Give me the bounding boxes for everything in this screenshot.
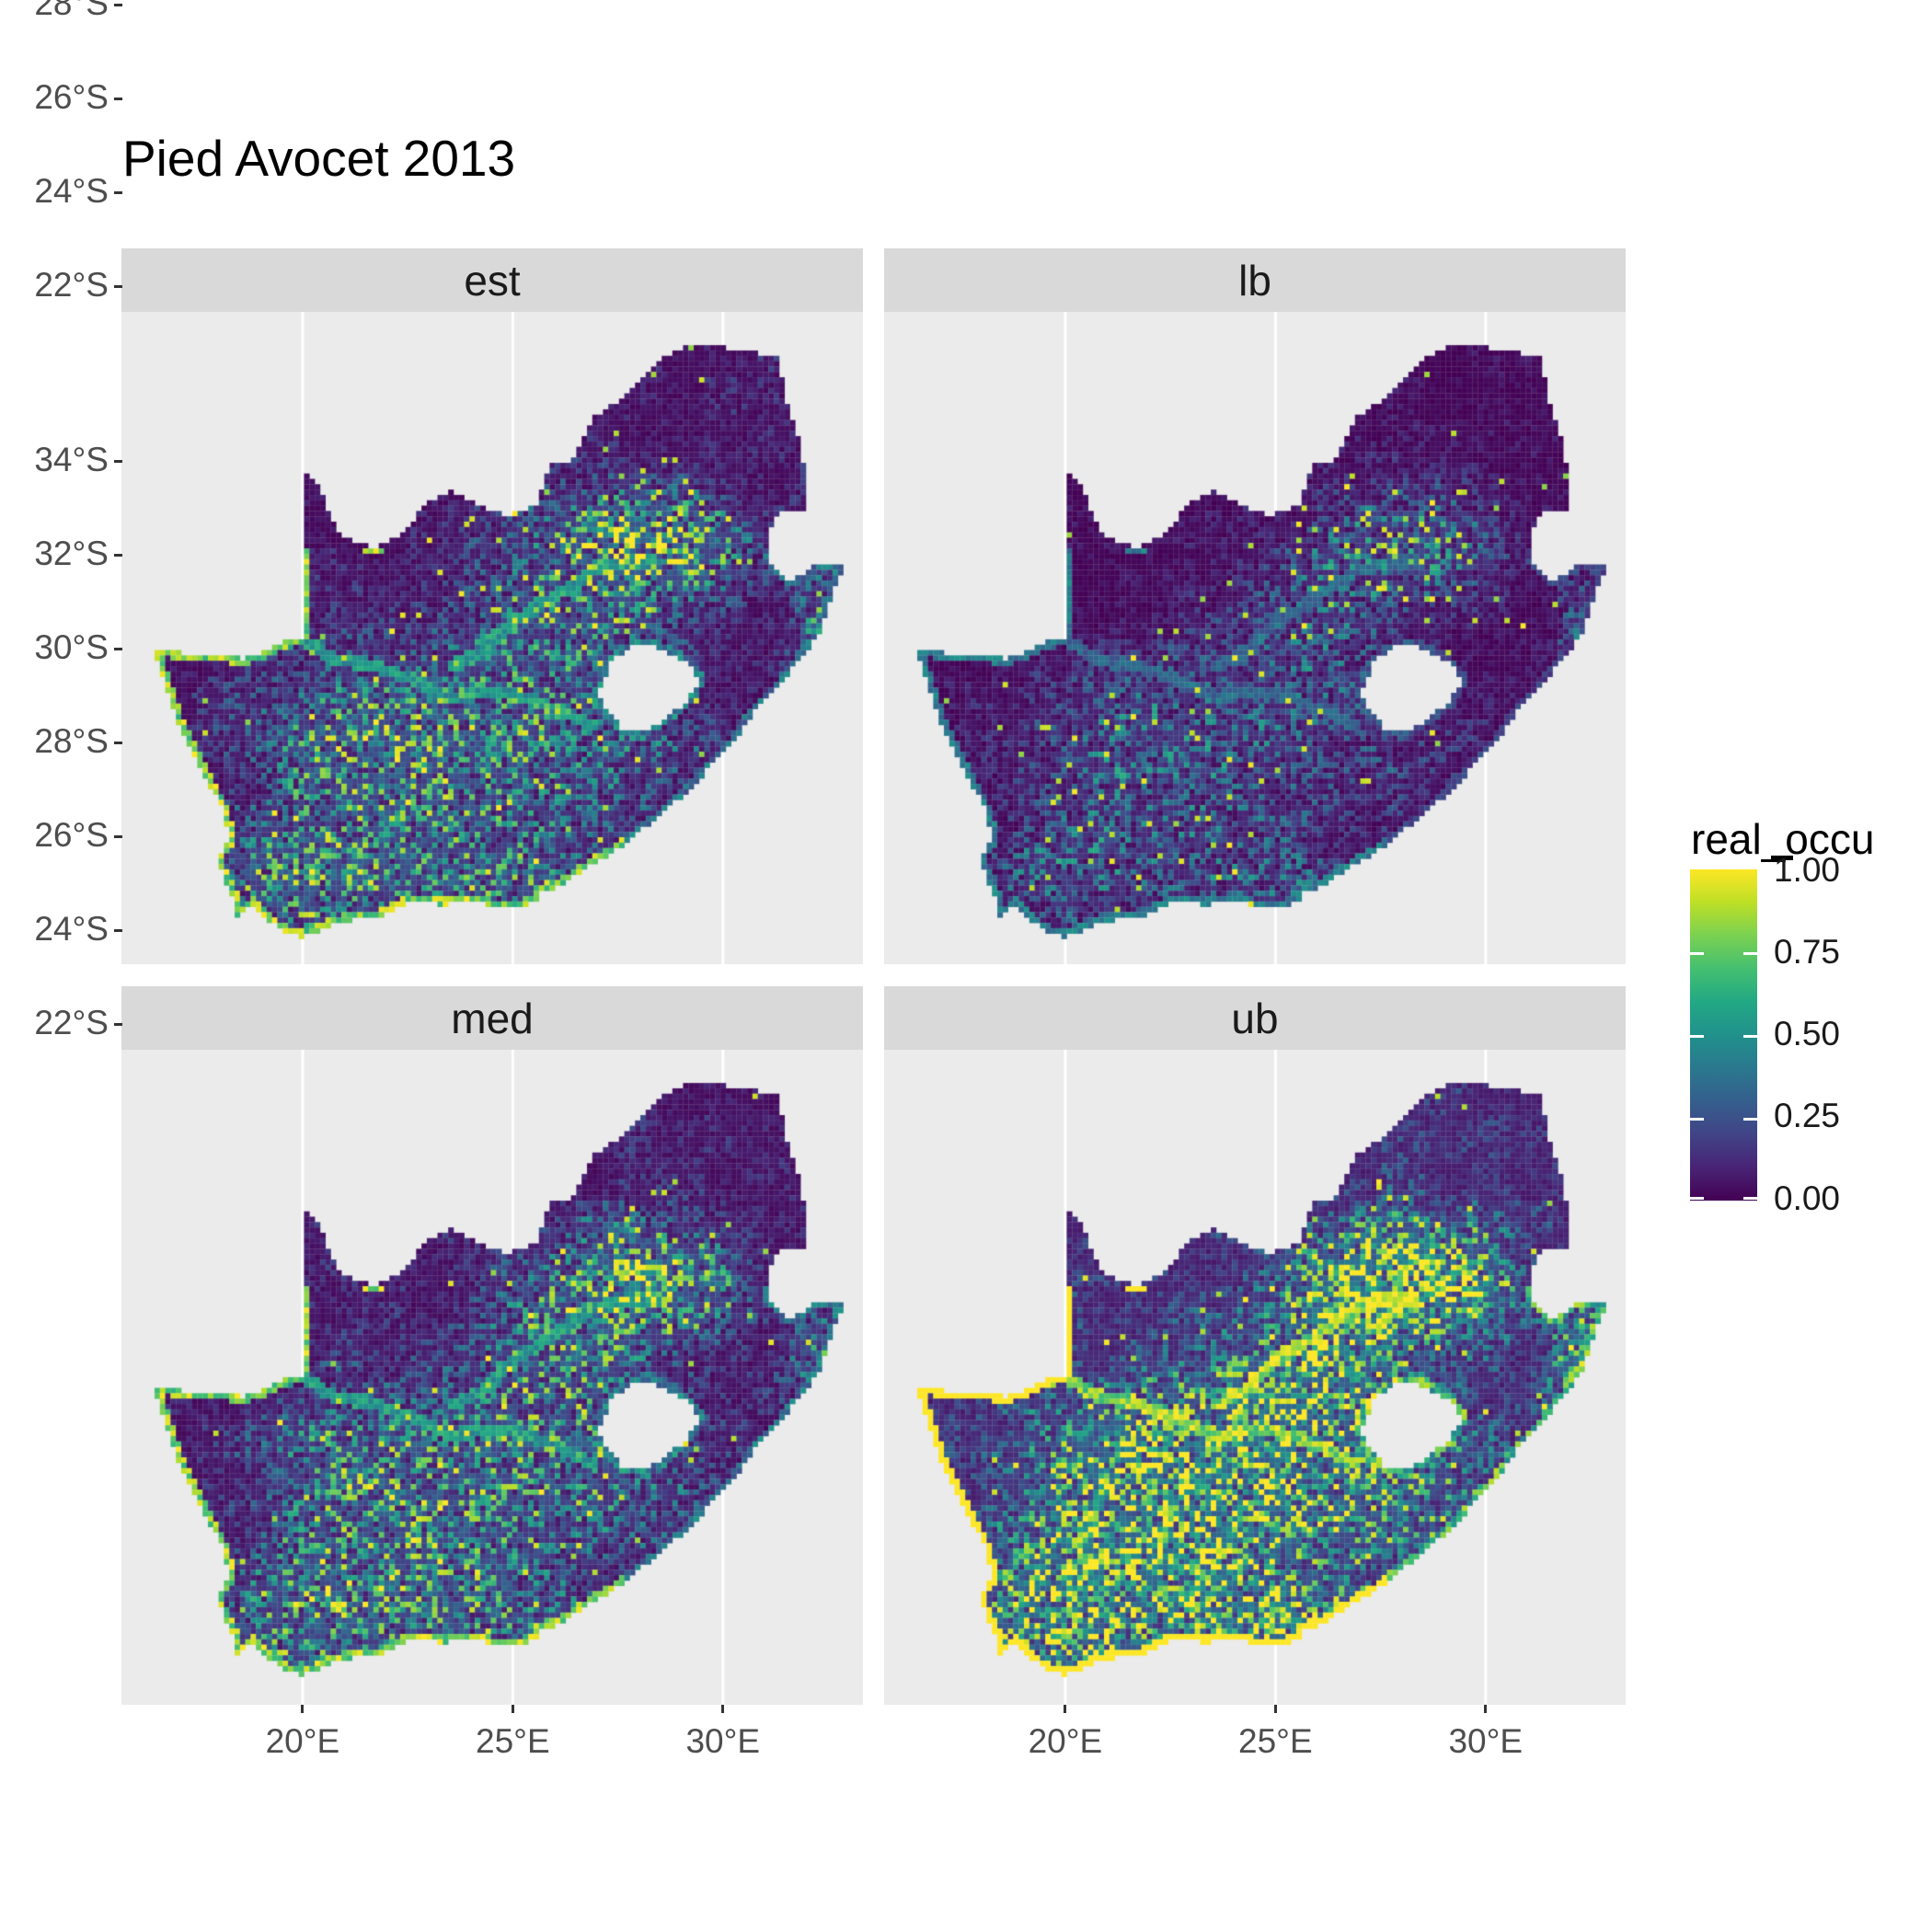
x-tick-c1-0: [1064, 1705, 1067, 1713]
y-tick-r2-3: [114, 742, 122, 745]
legend-dash-2-1: [1743, 1118, 1757, 1121]
legend-title: real_occu: [1691, 815, 1875, 863]
legend-label-075: 0.75: [1774, 933, 1841, 971]
plot-title: Pied Avocet 2013: [122, 130, 516, 187]
y-tick-label-r2-2: 26°S: [34, 815, 109, 854]
legend-dash-0-0: [1690, 952, 1704, 955]
y-tick-label-r1-0: 22°S: [34, 265, 109, 304]
legend-label-000: 0.00: [1774, 1179, 1841, 1217]
x-tick-c0-2: [721, 1705, 725, 1713]
facet-panel-ub: [884, 1050, 1626, 1705]
facet-panel-med: [121, 1050, 863, 1705]
y-tick-r2-1: [114, 929, 122, 933]
y-tick-label-r2-4: 30°S: [34, 627, 109, 666]
facet-panel-lb: [884, 312, 1626, 964]
legend-dash-0-1: [1743, 952, 1757, 955]
y-tick-label-r2-1: 24°S: [34, 909, 109, 948]
legend-dash-1-1: [1743, 1035, 1757, 1038]
legend-top-tick: [1771, 856, 1793, 860]
facet-strip-label-med: med: [451, 994, 534, 1042]
y-tick-r1-0: [114, 285, 122, 289]
y-tick-label-r2-6: 34°S: [34, 440, 109, 478]
facet-strip-label-est: est: [464, 256, 521, 305]
x-tick-label-c0-1: 25°E: [476, 1722, 550, 1760]
facet-strip-label-ub: ub: [1231, 994, 1279, 1042]
facet-strip-med: med: [121, 986, 863, 1050]
y-tick-label-r1-2: 26°S: [34, 77, 109, 116]
legend-label-025: 0.25: [1774, 1097, 1841, 1134]
y-tick-r2-5: [114, 554, 122, 558]
y-tick-r2-2: [114, 835, 122, 839]
y-tick-r2-0: [114, 1023, 122, 1027]
legend-label-100: 1.00: [1774, 851, 1841, 889]
x-tick-label-c1-2: 30°E: [1448, 1722, 1524, 1760]
y-tick-r2-4: [114, 648, 122, 651]
x-tick-c1-2: [1484, 1705, 1488, 1713]
x-tick-c0-1: [511, 1705, 514, 1713]
y-tick-label-r2-5: 32°S: [34, 534, 109, 572]
x-tick-label-c1-1: 25°E: [1238, 1722, 1313, 1760]
y-tick-label-r1-1: 24°S: [34, 171, 109, 210]
x-tick-label-c1-0: 20°E: [1028, 1722, 1103, 1760]
y-tick-r1-2: [114, 98, 122, 101]
x-tick-c1-1: [1273, 1705, 1277, 1713]
y-tick-r1-3: [114, 4, 122, 7]
y-tick-label-r2-3: 28°S: [34, 721, 109, 760]
y-tick-r2-6: [114, 460, 122, 464]
legend-dash-1-0: [1690, 1035, 1704, 1038]
legend-dash-2-0: [1690, 1118, 1704, 1121]
facet-strip-label-lb: lb: [1238, 256, 1271, 305]
legend-dash-3-1: [1743, 1197, 1757, 1200]
y-tick-label-r2-0: 22°S: [34, 1003, 109, 1041]
facet-strip-ub: ub: [884, 986, 1626, 1050]
y-tick-label-r1-3: 28°S: [34, 0, 109, 22]
legend-label-050: 0.50: [1774, 1015, 1841, 1052]
facet-strip-est: est: [121, 248, 863, 312]
x-tick-c0-0: [301, 1705, 305, 1713]
x-tick-label-c0-0: 20°E: [265, 1722, 340, 1760]
legend-dash-3-0: [1690, 1197, 1704, 1200]
facet-panel-est: [121, 312, 863, 964]
facet-strip-lb: lb: [884, 248, 1626, 312]
x-tick-label-c0-2: 30°E: [685, 1722, 761, 1760]
y-tick-r1-1: [114, 191, 122, 195]
